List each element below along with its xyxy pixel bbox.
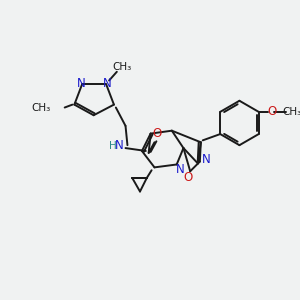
Text: CH₃: CH₃ — [31, 103, 50, 112]
Text: O: O — [184, 170, 193, 184]
Text: N: N — [176, 163, 185, 176]
Text: CH₃: CH₃ — [282, 107, 300, 117]
Text: H: H — [109, 141, 117, 151]
Text: O: O — [153, 127, 162, 140]
Text: CH₃: CH₃ — [112, 62, 131, 72]
Text: O: O — [268, 105, 277, 119]
Text: N: N — [103, 77, 112, 90]
Text: N: N — [202, 153, 211, 166]
Text: N: N — [115, 139, 124, 152]
Text: N: N — [77, 77, 85, 90]
